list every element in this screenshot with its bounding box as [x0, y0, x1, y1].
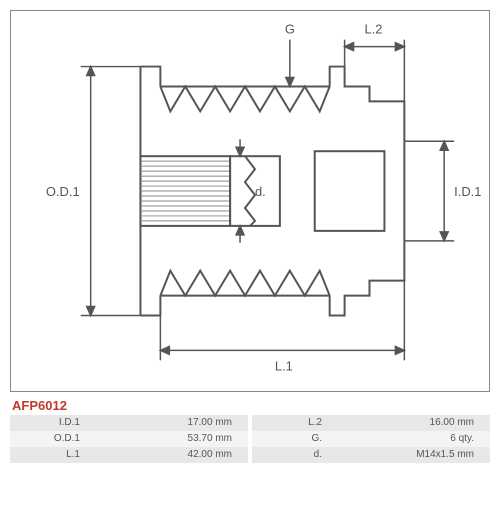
label-id1: I.D.1 [454, 184, 481, 199]
spec-value: 16.00 mm [330, 415, 490, 431]
spec-row: L.216.00 mm [252, 415, 490, 431]
spec-row: d.M14x1.5 mm [252, 447, 490, 463]
spec-label: L.1 [10, 447, 88, 463]
spec-label: L.2 [252, 415, 330, 431]
spec-value: 17.00 mm [88, 415, 248, 431]
spec-row: I.D.117.00 mm [10, 415, 248, 431]
spec-label: O.D.1 [10, 431, 88, 447]
label-l2: L.2 [365, 22, 383, 37]
part-number: AFP6012 [12, 398, 500, 413]
spec-row: G.6 qty. [252, 431, 490, 447]
spec-label: G. [252, 431, 330, 447]
spec-table: I.D.117.00 mmO.D.153.70 mmL.142.00 mm L.… [10, 415, 490, 463]
spec-label: I.D.1 [10, 415, 88, 431]
spec-label: d. [252, 447, 330, 463]
spec-value: M14x1.5 mm [330, 447, 490, 463]
spec-row: L.142.00 mm [10, 447, 248, 463]
technical-diagram: d. O.D.1 I.D.1 L.1 L.2 [10, 10, 490, 392]
spec-value: 53.70 mm [88, 431, 248, 447]
label-l1: L.1 [275, 358, 293, 373]
label-d: d. [255, 184, 266, 199]
label-g: G [285, 22, 295, 37]
spec-value: 6 qty. [330, 431, 490, 447]
label-od1: O.D.1 [46, 184, 80, 199]
spec-row: O.D.153.70 mm [10, 431, 248, 447]
spec-value: 42.00 mm [88, 447, 248, 463]
